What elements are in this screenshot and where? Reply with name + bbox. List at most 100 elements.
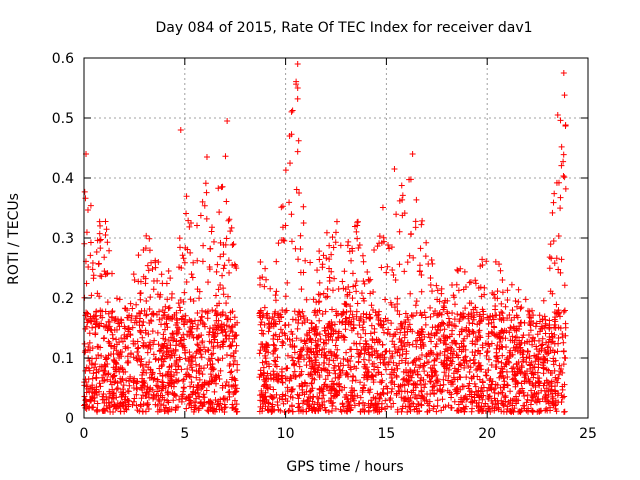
data-point <box>473 366 480 373</box>
data-point <box>149 370 156 377</box>
data-point <box>324 286 331 293</box>
data-point <box>330 244 337 251</box>
data-point <box>398 394 405 401</box>
data-point <box>144 349 151 356</box>
data-point <box>560 408 567 415</box>
data-point <box>205 347 212 354</box>
data-point <box>105 370 112 377</box>
data-point <box>332 239 339 246</box>
data-point <box>540 297 547 304</box>
data-point <box>166 380 173 387</box>
data-point <box>184 365 191 372</box>
data-point <box>463 374 470 381</box>
data-point <box>288 211 295 218</box>
data-point <box>89 345 96 352</box>
data-point <box>562 332 569 339</box>
data-point <box>223 198 230 205</box>
data-point <box>560 308 567 315</box>
data-point <box>382 296 389 303</box>
data-point <box>561 282 568 289</box>
data-point <box>372 372 379 379</box>
data-point <box>203 215 210 222</box>
data-point <box>534 369 541 376</box>
data-point <box>401 268 408 275</box>
data-point <box>101 368 108 375</box>
data-point <box>323 229 330 236</box>
data-point <box>432 343 439 350</box>
data-point <box>164 296 171 303</box>
data-point <box>206 338 213 345</box>
data-point <box>298 286 305 293</box>
data-point <box>414 371 421 378</box>
data-point <box>100 390 107 397</box>
data-point <box>535 361 542 368</box>
data-points <box>81 61 569 415</box>
data-point <box>207 371 214 378</box>
data-point <box>118 379 125 386</box>
data-point <box>322 407 329 414</box>
data-point <box>433 282 440 289</box>
data-point <box>493 352 500 359</box>
data-point <box>87 385 94 392</box>
data-point <box>113 295 120 302</box>
data-point <box>193 361 200 368</box>
data-point <box>374 243 381 250</box>
data-point <box>210 238 217 245</box>
data-point <box>385 359 392 366</box>
y-tick-label: 0.1 <box>52 351 74 367</box>
data-point <box>547 404 554 411</box>
x-tick-label: 10 <box>277 426 295 442</box>
data-point <box>98 273 105 280</box>
data-point <box>214 261 221 268</box>
data-point <box>322 407 329 414</box>
data-point <box>548 255 555 262</box>
data-point <box>233 342 240 349</box>
data-point <box>560 361 567 368</box>
data-point <box>229 262 236 269</box>
data-point <box>116 296 123 303</box>
data-point <box>156 308 163 315</box>
data-point <box>337 360 344 367</box>
data-point <box>418 271 425 278</box>
data-point <box>257 259 264 266</box>
data-point <box>222 241 229 248</box>
data-point <box>441 369 448 376</box>
data-point <box>382 397 389 404</box>
x-tick-label: 15 <box>377 426 395 442</box>
data-point <box>396 261 403 268</box>
data-point <box>522 296 529 303</box>
data-point <box>147 294 154 301</box>
data-point <box>103 226 110 233</box>
data-point <box>159 361 166 368</box>
data-point <box>418 402 425 409</box>
data-point <box>461 313 468 320</box>
data-point <box>478 384 485 391</box>
data-point <box>388 379 395 386</box>
data-point <box>131 395 138 402</box>
data-point <box>553 301 560 308</box>
data-point <box>103 355 110 362</box>
data-point <box>199 198 206 205</box>
data-point <box>367 330 374 337</box>
data-point <box>385 326 392 333</box>
data-point <box>83 389 90 396</box>
data-point <box>165 391 172 398</box>
data-point <box>393 372 400 379</box>
data-point <box>517 305 524 312</box>
data-point <box>427 281 434 288</box>
data-point <box>331 275 338 282</box>
data-point <box>104 376 111 383</box>
y-tick-label: 0.5 <box>52 111 74 127</box>
data-point <box>195 342 202 349</box>
data-point <box>423 239 430 246</box>
data-point <box>176 235 183 242</box>
data-point <box>160 379 167 386</box>
data-point <box>462 305 469 312</box>
data-point <box>205 279 212 286</box>
data-point <box>218 184 225 191</box>
data-point <box>461 408 468 415</box>
data-point <box>367 276 374 283</box>
data-point <box>273 288 280 295</box>
data-point <box>256 350 263 357</box>
data-point <box>257 281 264 288</box>
